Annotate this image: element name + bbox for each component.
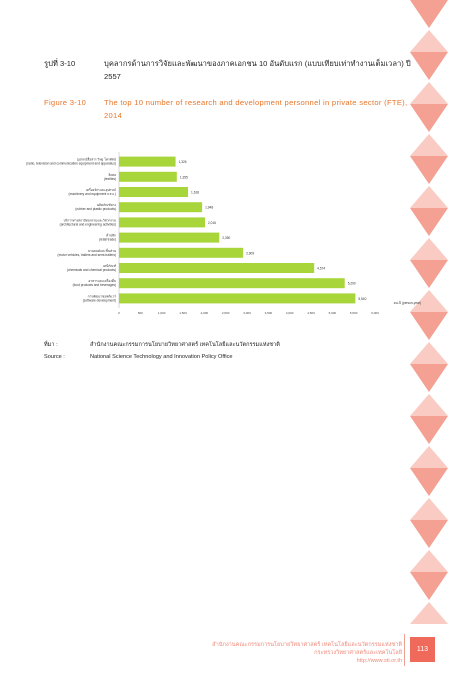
decor-triangle xyxy=(410,550,448,572)
decor-triangle xyxy=(410,520,448,548)
source-label-thai: ที่มา : xyxy=(44,342,58,348)
category-label: อาหารและเครื่องดื่ม(food products and be… xyxy=(73,278,116,287)
category-label: ยานยนต์และชิ้นส่วน(motor vehicles, trail… xyxy=(58,248,117,257)
data-label: 2,909 xyxy=(246,251,254,255)
figure-label-thai: รูปที่ 3-10 xyxy=(44,59,76,68)
category-label: การพัฒนาซอฟต์แวร์(software development) xyxy=(83,294,117,302)
x-tick-label: 0 xyxy=(118,311,120,315)
decor-triangle xyxy=(410,312,448,340)
source-label-english: Source : xyxy=(44,354,65,360)
figure-title-thai: บุคลากรด้านการวิจัยและพัฒนาของภาคเอกชน 1… xyxy=(104,59,411,81)
bar xyxy=(119,293,356,304)
bar xyxy=(119,217,206,228)
x-tick-label: 1,500 xyxy=(179,311,187,315)
bar xyxy=(119,278,345,289)
data-label: 2,016 xyxy=(208,221,216,225)
x-tick-label: 5,000 xyxy=(329,311,337,315)
category-label: เคมีภัณฑ์(chemicals and chemical product… xyxy=(67,264,116,272)
footer-url[interactable]: http://www.sti.or.th xyxy=(356,658,402,664)
page-number: 113 xyxy=(410,637,435,662)
x-tick-label: 1,000 xyxy=(158,311,166,315)
bar xyxy=(119,202,203,213)
data-label: 5,540 xyxy=(358,297,366,301)
decor-triangle xyxy=(410,468,448,496)
decor-triangle xyxy=(410,572,448,600)
decor-triangle xyxy=(410,446,448,468)
footer-ministry: กระทรวงวิทยาศาสตร์และเทคโนโลยี xyxy=(314,650,402,656)
data-label: 4,574 xyxy=(317,267,325,271)
x-tick-label: 5,500 xyxy=(350,311,358,315)
decor-triangle xyxy=(410,498,448,520)
x-tick-label: 3,500 xyxy=(265,311,273,315)
bar xyxy=(119,232,220,243)
bar xyxy=(119,171,177,182)
x-tick-label: 6,000 xyxy=(371,311,379,315)
figure-title-english: The top 10 number of research and develo… xyxy=(104,98,408,120)
category-label: บริการทางสถาปัตยกรรมและวิศวกรรม(architec… xyxy=(60,218,116,226)
decor-triangle xyxy=(410,342,448,364)
category-label: ค้าปลีก(retail trade) xyxy=(99,234,116,242)
data-label: 1,948 xyxy=(205,206,213,210)
x-tick-label: 4,000 xyxy=(286,311,294,315)
decor-triangle xyxy=(410,30,448,52)
footer-organization: สำนักงานคณะกรรมการนโยบายวิทยาศาสตร์ เทคโ… xyxy=(212,642,402,648)
category-label: สิ่งทอ(textiles) xyxy=(104,172,116,181)
x-tick-label: 4,500 xyxy=(307,311,315,315)
bar-chart: 1,326 อุปกรณ์สื่อสาร วิทยุ โทรทัศน์(radio… xyxy=(26,152,421,315)
x-axis-label: คน-ปี (person-year) xyxy=(394,301,421,305)
decor-triangle xyxy=(410,394,448,416)
bar xyxy=(119,247,244,258)
x-tick-label: 2,500 xyxy=(222,311,230,315)
decor-triangle xyxy=(410,0,448,28)
page-footer: สำนักงานคณะกรรมการนโยบายวิทยาศาสตร์ เทคโ… xyxy=(212,641,402,665)
decor-triangle xyxy=(410,602,448,624)
bar xyxy=(119,263,315,273)
figure-label-english: Figure 3-10 xyxy=(44,98,87,107)
data-label: 1,326 xyxy=(179,160,187,164)
footer-divider xyxy=(404,634,405,666)
x-tick-label: 500 xyxy=(138,311,143,315)
bar xyxy=(119,156,176,167)
decor-triangle xyxy=(410,364,448,392)
x-tick-label: 2,000 xyxy=(201,311,209,315)
x-tick-label: 3,000 xyxy=(243,311,251,315)
data-label: 1,618 xyxy=(191,191,199,195)
data-label: 1,355 xyxy=(180,175,188,179)
source-text-thai: สำนักงานคณะกรรมการนโยบายวิทยาศาสตร์ เทคโ… xyxy=(90,342,280,348)
bar xyxy=(119,187,189,197)
category-label: ผลิตภัณฑ์ยาง(rubber and plastic products… xyxy=(75,203,116,211)
category-label: เครื่องจักรและอุปกรณ์(machinery and equi… xyxy=(69,187,117,196)
category-label: อุปกรณ์สื่อสาร วิทยุ โทรทัศน์(radio, tel… xyxy=(26,157,117,166)
source-text-english: National Science Technology and Innovati… xyxy=(90,354,233,360)
data-label: 2,350 xyxy=(222,236,230,240)
data-label: 5,290 xyxy=(348,282,356,286)
decor-triangle xyxy=(410,416,448,444)
